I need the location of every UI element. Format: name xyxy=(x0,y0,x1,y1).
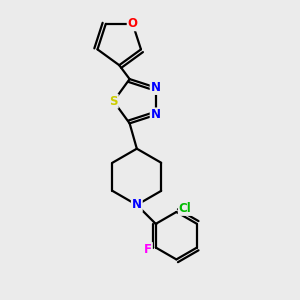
Text: F: F xyxy=(144,243,152,256)
Text: O: O xyxy=(128,17,138,30)
Text: Cl: Cl xyxy=(179,202,191,215)
Text: S: S xyxy=(109,95,118,108)
Text: N: N xyxy=(151,108,161,122)
Text: N: N xyxy=(151,81,161,94)
Text: N: N xyxy=(132,198,142,212)
